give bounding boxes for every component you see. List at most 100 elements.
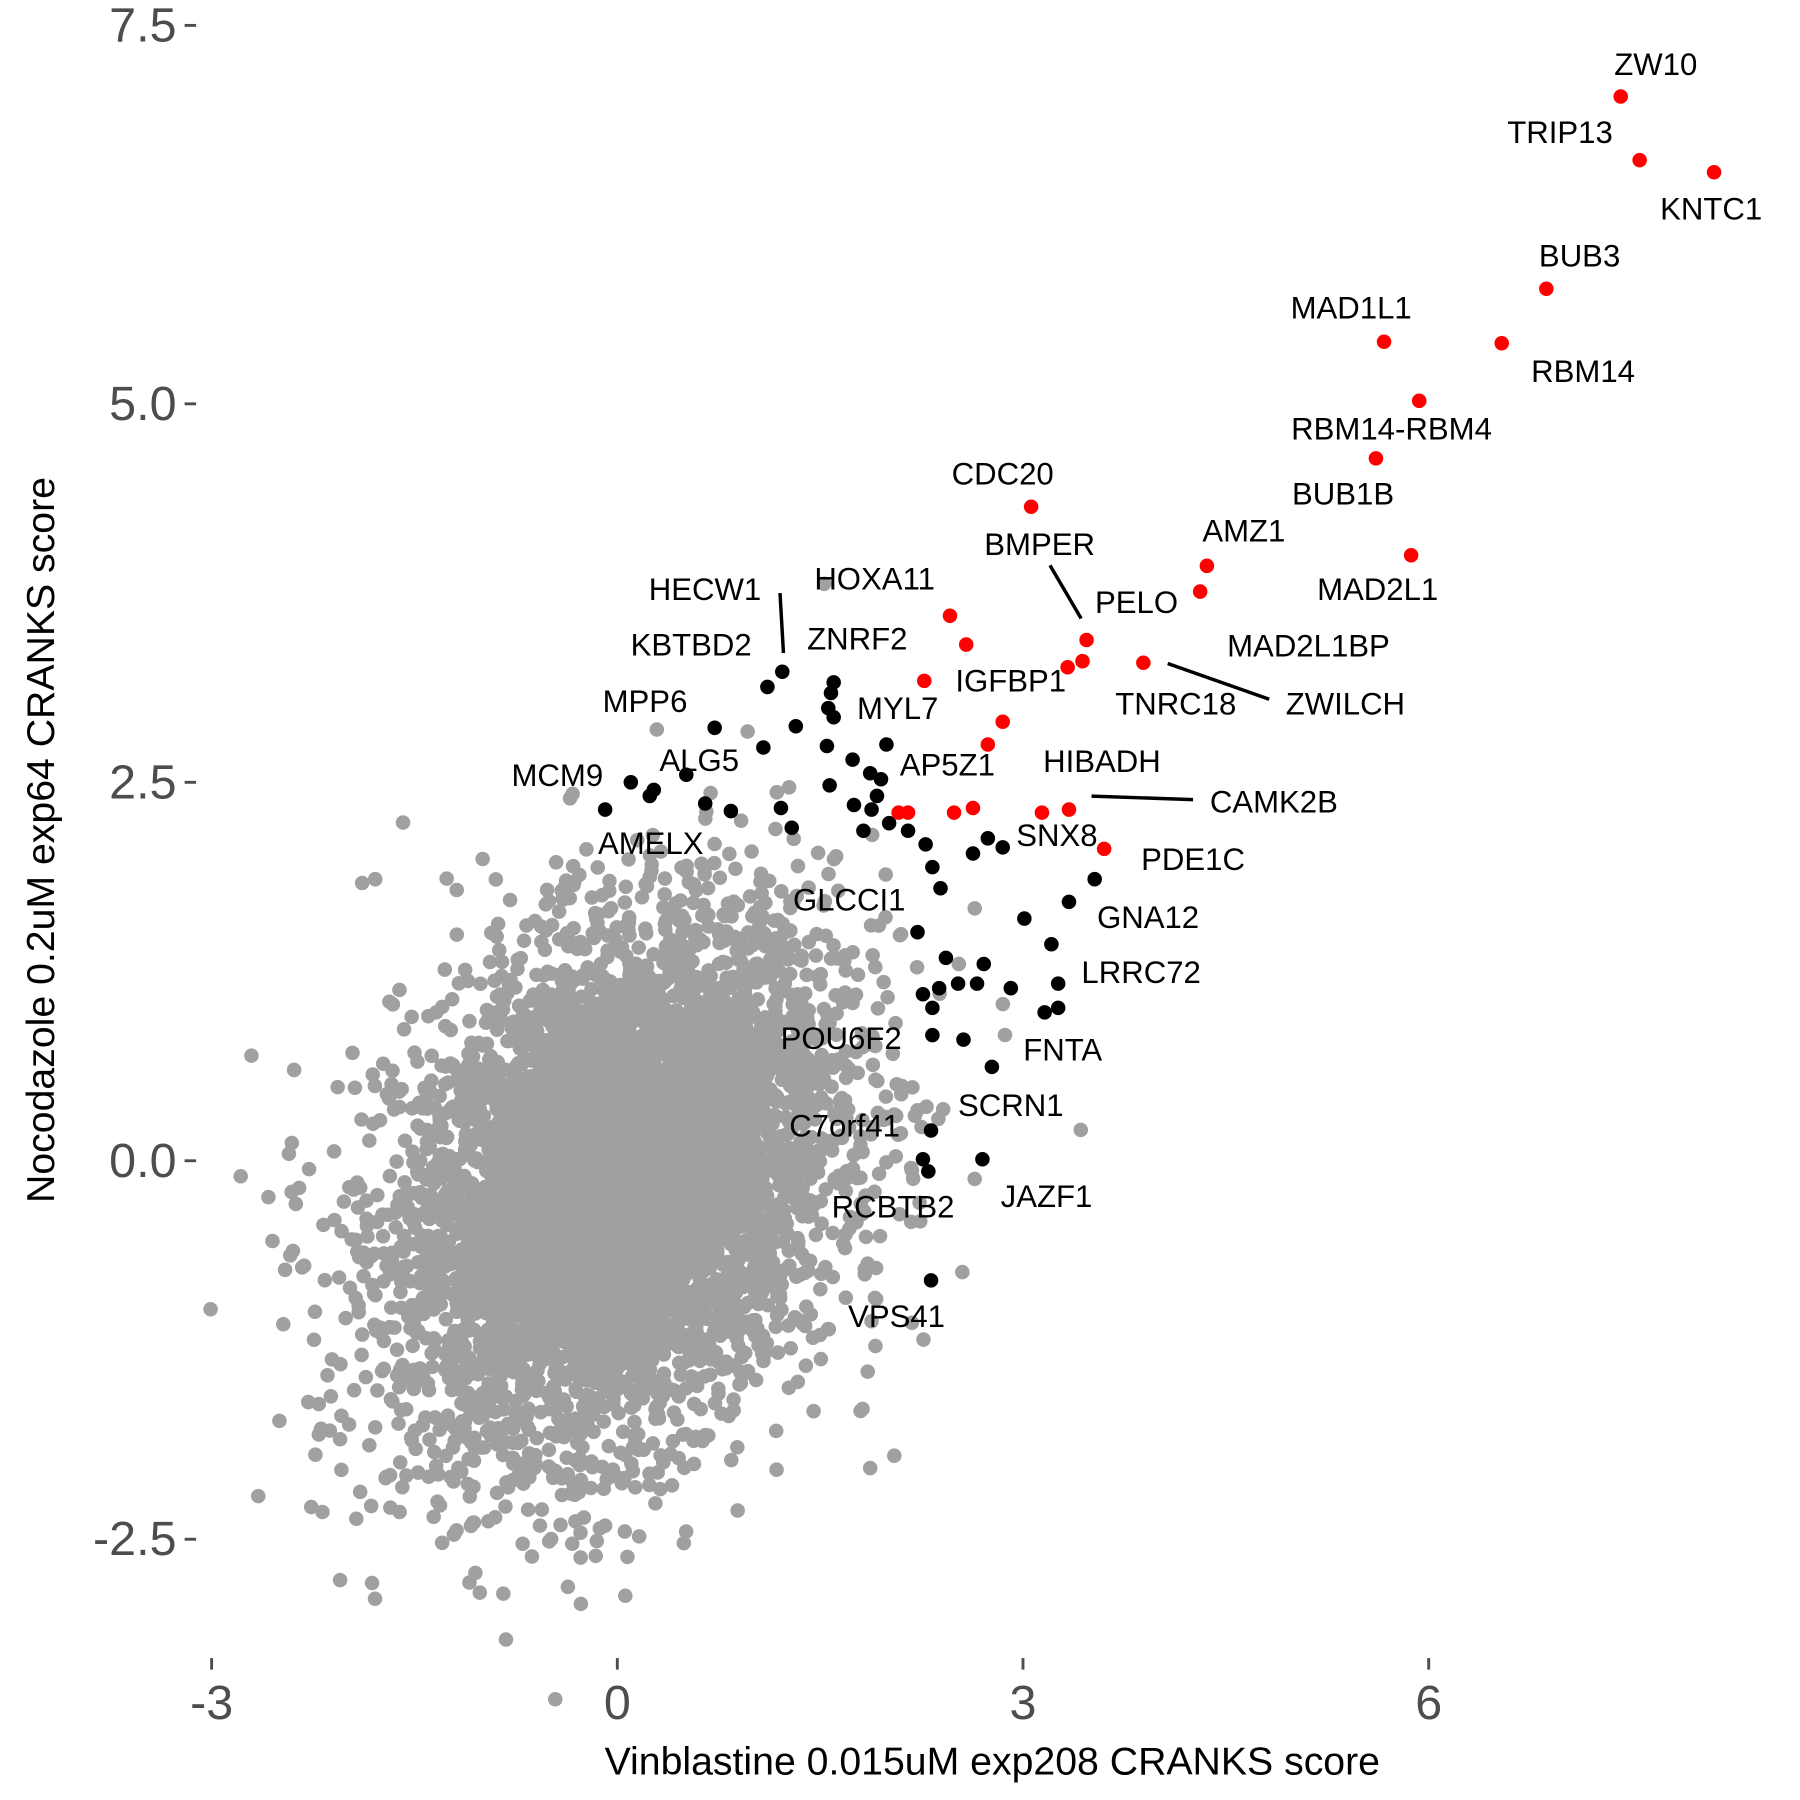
background-point — [916, 1332, 931, 1347]
background-point — [907, 1108, 923, 1123]
background-point — [627, 1428, 642, 1443]
background-point — [560, 1579, 576, 1595]
background-point — [407, 1220, 423, 1236]
background-point — [488, 872, 504, 887]
background-point — [904, 1163, 920, 1179]
background-point — [806, 1058, 822, 1074]
background-point — [689, 1378, 705, 1394]
background-point — [709, 1163, 724, 1179]
background-point — [524, 1549, 540, 1564]
background-point — [394, 1081, 409, 1097]
background-point — [606, 1397, 621, 1412]
background-point — [392, 1455, 408, 1470]
background-point — [432, 1422, 447, 1438]
background-point — [498, 1632, 514, 1647]
background-point — [714, 1406, 729, 1421]
background-point — [449, 882, 464, 898]
background-point — [689, 937, 705, 953]
background-point — [514, 1000, 529, 1016]
background-point — [722, 846, 737, 862]
background-point — [627, 1480, 643, 1495]
background-point — [376, 1274, 391, 1289]
background-point — [872, 1228, 888, 1244]
background-point — [649, 722, 665, 737]
background-point — [676, 1535, 692, 1551]
background-point — [865, 1119, 881, 1135]
background-point — [871, 918, 887, 933]
background-point — [829, 1006, 844, 1021]
background-point — [426, 1159, 441, 1175]
background-point — [733, 813, 749, 828]
background-point — [345, 1045, 360, 1061]
background-point — [801, 880, 816, 895]
background-point — [565, 1476, 581, 1491]
background-point — [593, 956, 609, 972]
background-point — [801, 934, 817, 950]
background-point — [336, 1194, 352, 1209]
background-point — [346, 1382, 362, 1398]
background-point — [365, 1277, 380, 1293]
background-point — [434, 1535, 450, 1551]
background-point — [814, 1047, 830, 1063]
background-point — [495, 1447, 511, 1463]
background-point — [703, 968, 718, 984]
background-point — [778, 1110, 794, 1125]
background-point — [203, 1301, 218, 1317]
background-point — [444, 992, 460, 1007]
background-point — [696, 1307, 711, 1323]
background-point — [441, 1234, 457, 1250]
background-point — [482, 954, 498, 970]
background-point — [462, 1489, 478, 1504]
background-point — [364, 1575, 380, 1591]
background-point — [798, 1358, 814, 1373]
background-point — [637, 995, 652, 1011]
background-point — [396, 1022, 412, 1037]
background-point — [589, 1533, 605, 1549]
background-point — [855, 1112, 870, 1128]
background-point — [678, 1524, 694, 1539]
background-point — [554, 1471, 570, 1486]
background-point — [426, 1176, 442, 1191]
background-point — [806, 1403, 821, 1419]
background-point — [887, 1448, 902, 1463]
background-point — [871, 1166, 887, 1182]
background-point — [458, 1209, 474, 1224]
background-point — [358, 1369, 374, 1385]
background-point — [777, 1127, 793, 1143]
background-point — [233, 1168, 248, 1184]
background-point — [443, 1022, 459, 1038]
background-point — [437, 1076, 453, 1092]
background-point — [457, 962, 473, 978]
background-point — [425, 1359, 440, 1375]
background-point — [810, 845, 826, 861]
background-point — [421, 1382, 437, 1398]
background-point — [516, 933, 532, 949]
background-point — [489, 1437, 505, 1452]
background-point — [665, 1433, 681, 1449]
background-point — [491, 942, 507, 958]
background-point — [376, 1246, 392, 1261]
background-point — [334, 1223, 349, 1239]
background-point — [880, 989, 895, 1005]
background-point — [331, 1270, 347, 1285]
background-point — [794, 1246, 810, 1262]
background-point — [383, 1300, 399, 1315]
background-point — [475, 851, 490, 867]
background-point — [786, 831, 801, 847]
background-point — [434, 1058, 449, 1073]
background-point — [326, 1144, 342, 1159]
background-point — [501, 978, 517, 994]
background-point — [790, 858, 806, 874]
background-point — [770, 1345, 786, 1360]
background-point — [720, 896, 736, 911]
background-point — [376, 1361, 392, 1377]
background-point — [437, 962, 453, 977]
background-point — [414, 1167, 429, 1182]
background-point — [781, 780, 797, 795]
background-point — [781, 1318, 796, 1333]
background-point — [349, 1175, 365, 1190]
background-point — [284, 1184, 299, 1200]
background-point — [389, 1342, 405, 1358]
background-point — [572, 1457, 588, 1473]
